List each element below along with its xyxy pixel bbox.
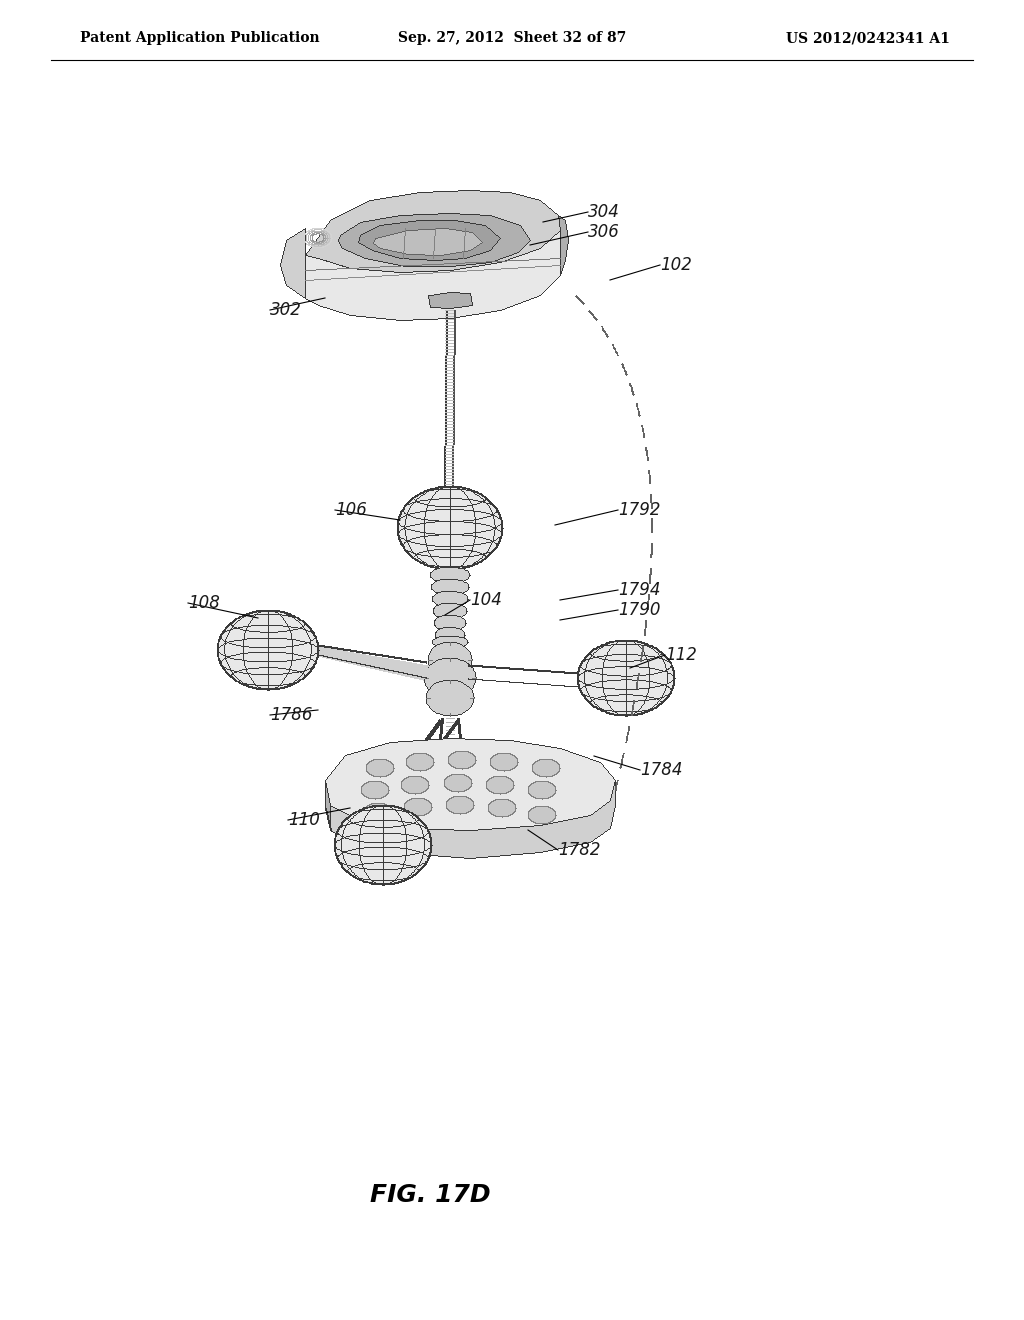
Text: 304: 304 xyxy=(588,203,620,220)
Text: 102: 102 xyxy=(660,256,692,275)
Text: 1786: 1786 xyxy=(270,706,312,723)
Text: US 2012/0242341 A1: US 2012/0242341 A1 xyxy=(786,30,950,45)
Text: 1792: 1792 xyxy=(618,502,660,519)
Text: Patent Application Publication: Patent Application Publication xyxy=(80,30,319,45)
Text: 106: 106 xyxy=(335,502,367,519)
Text: 1782: 1782 xyxy=(558,841,600,859)
Text: 1794: 1794 xyxy=(618,581,660,599)
Text: 1784: 1784 xyxy=(640,762,683,779)
Text: 302: 302 xyxy=(270,301,302,319)
Text: 110: 110 xyxy=(288,810,319,829)
Text: FIG. 17D: FIG. 17D xyxy=(370,1183,490,1206)
Text: Sep. 27, 2012  Sheet 32 of 87: Sep. 27, 2012 Sheet 32 of 87 xyxy=(398,30,626,45)
Text: 112: 112 xyxy=(665,645,697,664)
Text: 108: 108 xyxy=(188,594,220,612)
Text: 104: 104 xyxy=(470,591,502,609)
Text: 1790: 1790 xyxy=(618,601,660,619)
Text: 306: 306 xyxy=(588,223,620,242)
